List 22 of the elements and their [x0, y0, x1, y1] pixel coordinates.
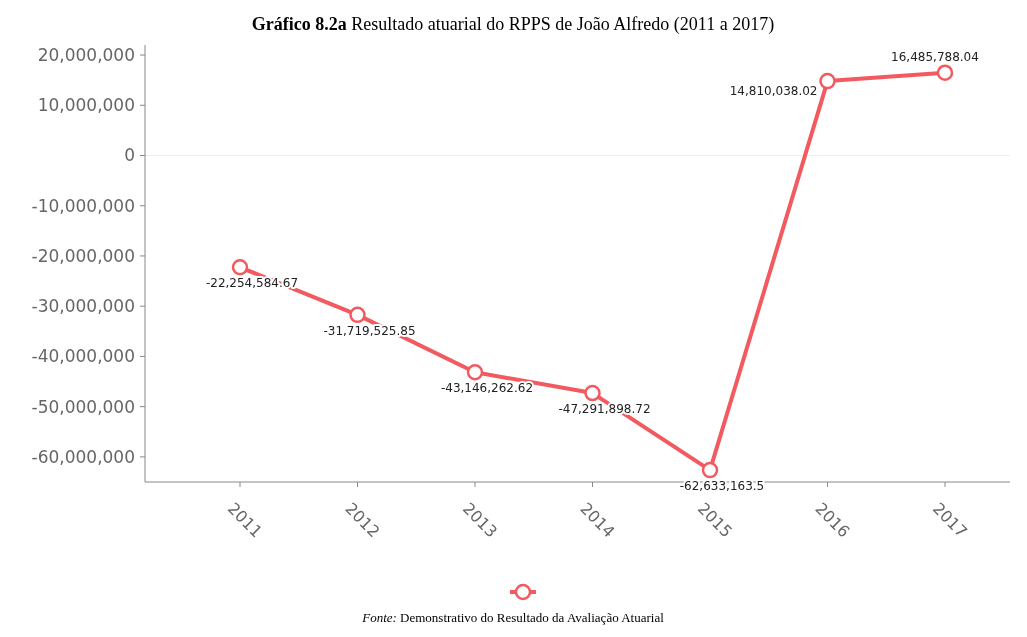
y-tick-label: -20,000,000	[31, 245, 135, 266]
point	[936, 64, 954, 81]
y-tick-label: 20,000,000	[37, 45, 135, 65]
data-label: 14,810,038.02	[729, 84, 818, 99]
y-tick-label: -30,000,000	[31, 296, 135, 317]
point	[701, 461, 719, 479]
chart-title: Gráfico 8.2a Resultado atuarial do RPPS de João Alfredo (2011 a 2017)	[251, 14, 775, 34]
y-tick-label: 10,000,000	[37, 95, 135, 116]
y-tick-label: 0	[124, 145, 135, 166]
data-label: 16,485,788.04	[891, 49, 979, 64]
source-note: Fonte: Demonstrativo do Resultado da Avaliação Atuarial	[361, 610, 665, 625]
y-tick-label: -60,000,000	[31, 446, 135, 467]
y-tick-label: -50,000,000	[31, 396, 135, 417]
point	[466, 363, 484, 381]
point	[819, 72, 836, 90]
y-tick-label: -10,000,000	[31, 195, 135, 216]
point	[349, 306, 366, 324]
point	[584, 384, 601, 402]
point	[231, 259, 249, 276]
data-label: -62,633,163.5	[679, 479, 765, 494]
data-label: -43,146,262.62	[440, 381, 534, 396]
y-tick-label: -40,000,000	[31, 346, 135, 367]
